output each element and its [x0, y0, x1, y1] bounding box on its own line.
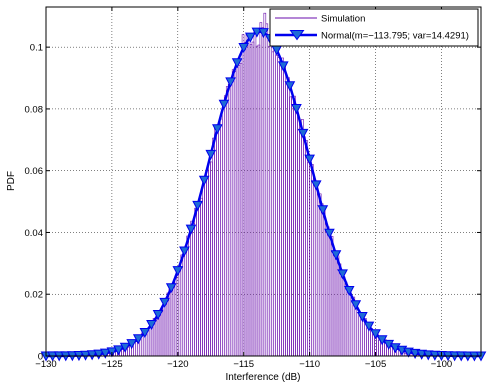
normal-curve-marker: [212, 124, 223, 135]
normal-curve-marker: [238, 43, 250, 54]
legend-box: [269, 8, 479, 47]
normal-curve-marker: [310, 180, 322, 191]
normal-curve-marker: [205, 149, 217, 160]
x-tick-label: −100: [431, 359, 452, 370]
normal-curve-marker: [139, 328, 151, 339]
y-tick-label: 0.1: [30, 43, 43, 54]
normal-curve-marker: [165, 283, 177, 294]
y-tick-label: 0.02: [25, 290, 44, 301]
normal-curve-marker: [231, 58, 243, 69]
normal-curve-marker: [291, 104, 302, 115]
y-axis-label: PDF: [6, 171, 17, 191]
normal-curve-marker: [337, 269, 348, 280]
normal-curve-marker: [258, 28, 269, 39]
y-tick-label: 0.04: [25, 228, 44, 239]
normal-curve-marker: [416, 349, 428, 360]
x-tick-label: −110: [299, 359, 320, 370]
grid: [46, 7, 481, 356]
normal-curve-marker: [357, 311, 368, 323]
normal-curve-marker: [370, 329, 381, 340]
normal-curve-marker: [99, 348, 111, 359]
normal-curve-marker: [192, 200, 203, 211]
y-tick-label: 0.06: [25, 166, 44, 177]
normal-curve-marker: [277, 61, 289, 72]
x-tick-label: −125: [101, 359, 122, 370]
normal-curve-marker: [251, 27, 263, 38]
normal-curve-marker: [159, 297, 170, 308]
legend: Simulation Normal(m=−113.795; var=14.429…: [269, 8, 479, 47]
normal-curve-marker: [152, 310, 164, 321]
x-tick-label: −130: [35, 359, 56, 370]
normal-curve-marker: [86, 350, 98, 361]
normal-curve-marker: [126, 339, 138, 350]
x-tick-label: −105: [365, 359, 386, 370]
normal-curve-marker: [225, 77, 236, 88]
normal-curve-marker: [317, 205, 329, 216]
normal-curve-marker: [297, 128, 309, 139]
legend-label-simulation: Simulation: [321, 14, 365, 25]
normal-curve-marker: [422, 350, 434, 361]
normal-curve-marker: [198, 175, 210, 186]
normal-curve-marker: [284, 81, 296, 92]
normal-curve: [40, 27, 487, 362]
normal-curve-marker: [119, 342, 131, 353]
normal-curve-marker: [80, 350, 91, 361]
legend-marker-normal: [289, 30, 305, 41]
x-tick-label: −120: [167, 359, 188, 370]
normal-curve-marker: [363, 321, 375, 332]
normal-curve-marker: [218, 99, 230, 110]
normal-curve-marker: [330, 250, 342, 261]
normal-curve-marker: [343, 286, 355, 297]
x-axis-label: Interference (dB): [225, 372, 300, 383]
normal-curve-marker: [185, 224, 197, 235]
normal-curve-marker: [132, 334, 144, 345]
normal-curve-marker: [179, 246, 190, 257]
y-tick-label: 0: [38, 352, 43, 363]
plot-area: [46, 7, 481, 356]
legend-label-normal: Normal(m=−113.795; var=14.4291): [321, 31, 469, 42]
y-tick-label: 0.08: [25, 104, 44, 115]
axes-frame: [45, 6, 482, 357]
normal-curve-marker: [93, 349, 105, 360]
normal-curve-marker: [304, 154, 315, 165]
ticks: −130 −125 −120 −115 −110 −105 −100 0 0.02 0.04 0.0…: [25, 7, 481, 370]
normal-curve-marker: [324, 228, 335, 239]
x-tick-label: −115: [233, 359, 254, 370]
normal-curve-marker: [146, 320, 157, 331]
normal-curve-marker: [172, 266, 184, 277]
normal-curve-marker: [113, 345, 124, 356]
normal-curve-marker: [350, 300, 362, 311]
normal-curve-marker: [244, 32, 256, 43]
